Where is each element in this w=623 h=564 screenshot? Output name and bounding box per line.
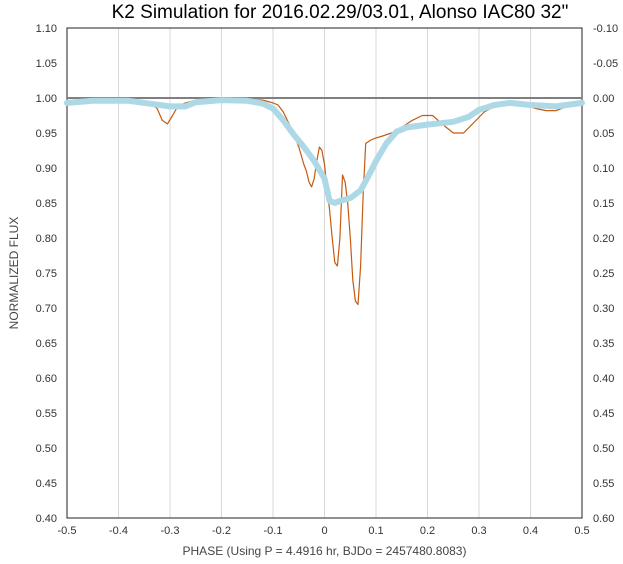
- x-tick-label: 0.4: [523, 525, 538, 537]
- y-tick-label: 0.55: [36, 408, 57, 420]
- series-layer: [64, 97, 585, 306]
- y-tick-label: 0.70: [36, 303, 57, 315]
- y-tick-label: 1.05: [36, 58, 57, 70]
- y2-tick-label: 0.45: [593, 408, 614, 420]
- chart-title: K2 Simulation for 2016.02.29/03.01, Alon…: [111, 2, 569, 23]
- y-tick-label: 0.90: [36, 163, 57, 175]
- y-tick-label: 0.95: [36, 128, 57, 140]
- y2-tick-label: 0.15: [593, 198, 614, 210]
- y2-tick-label: 0.50: [593, 443, 614, 455]
- y2-tick-label: 0.35: [593, 338, 614, 350]
- y-tick-label: 0.40: [36, 513, 57, 525]
- x-tick-label: -0.5: [58, 525, 77, 537]
- y2-tick-label: 0.40: [593, 373, 614, 385]
- y-tick-label: 0.75: [36, 268, 57, 280]
- y2-tick-label: 0.55: [593, 478, 614, 490]
- x-tick-label: -0.4: [109, 525, 128, 537]
- y-tick-label: 1.00: [36, 93, 57, 105]
- y-tick-label: 0.85: [36, 198, 57, 210]
- x-tick-label: 0: [321, 525, 327, 537]
- x-tick-label: 0.2: [420, 525, 435, 537]
- y-tick-label: 0.80: [36, 233, 57, 245]
- y2-tick-label: -0.05: [593, 58, 618, 70]
- ticks-layer: -0.5 -0.4 -0.3 -0.2 -0.1 0 0.1 0.2 0.3 0.4 0.51.10…: [36, 23, 619, 537]
- y2-tick-label: 0.00: [593, 93, 614, 105]
- y-axis-title: NORMALIZED FLUX: [7, 217, 21, 330]
- y-tick-label: 0.65: [36, 338, 57, 350]
- y-tick-label: 1.10: [36, 23, 57, 35]
- y2-tick-label: 0.60: [593, 513, 614, 525]
- x-tick-label: 0.5: [574, 525, 589, 537]
- x-axis-title: PHASE (Using P = 4.4916 hr, BJDo = 24574…: [183, 544, 467, 558]
- y-tick-label: 0.60: [36, 373, 57, 385]
- grid-layer: [118, 28, 531, 518]
- y-tick-label: 0.45: [36, 478, 57, 490]
- y2-tick-label: 0.25: [593, 268, 614, 280]
- x-tick-label: 0.3: [471, 525, 486, 537]
- y2-tick-label: 0.05: [593, 128, 614, 140]
- x-tick-label: 0.1: [368, 525, 383, 537]
- x-tick-label: -0.2: [212, 525, 231, 537]
- y2-tick-label: 0.10: [593, 163, 614, 175]
- series-line-lightblue: [64, 97, 585, 206]
- x-tick-label: -0.3: [161, 525, 180, 537]
- y-tick-label: 0.50: [36, 443, 57, 455]
- plot-frame: [66, 27, 583, 519]
- y2-tick-label: -0.10: [593, 23, 618, 35]
- y2-tick-label: 0.20: [593, 233, 614, 245]
- y2-tick-label: 0.30: [593, 303, 614, 315]
- x-tick-label: -0.1: [264, 525, 283, 537]
